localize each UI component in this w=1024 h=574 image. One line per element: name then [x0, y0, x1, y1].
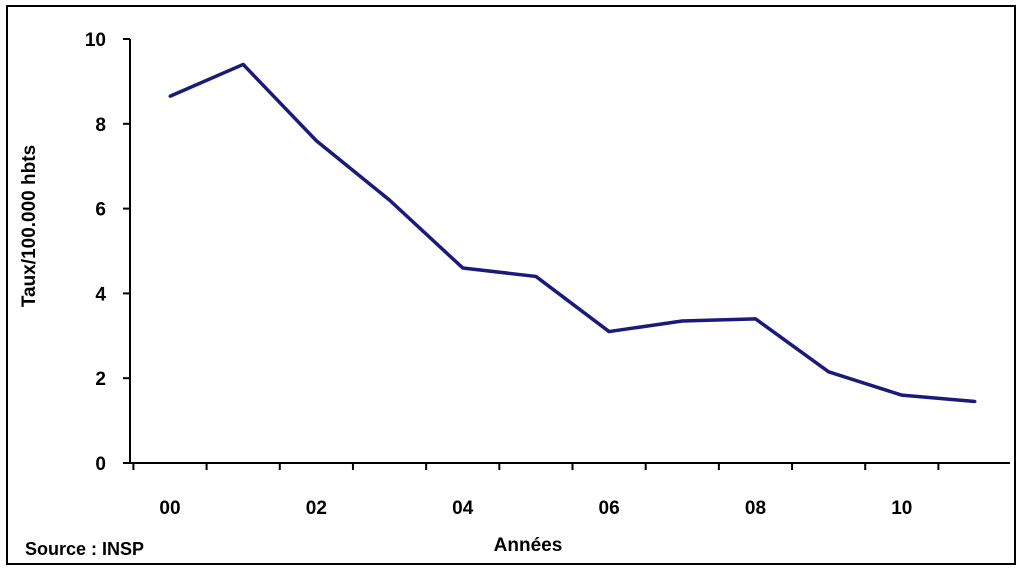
data-point [680, 319, 684, 323]
x-tick-label: 04 [452, 498, 474, 519]
y-tick-label: 2 [95, 369, 106, 390]
data-point [753, 317, 757, 321]
data-point [900, 393, 904, 397]
y-tick-label: 10 [85, 30, 106, 51]
data-point [973, 400, 977, 404]
data-point [168, 94, 172, 98]
data-point [534, 274, 538, 278]
y-tick-label: 4 [95, 284, 106, 305]
data-point [388, 198, 392, 202]
data-point [314, 139, 318, 143]
y-ticks: 0 2 4 6 8 10 [85, 30, 130, 475]
x-tick-label: 08 [745, 498, 766, 519]
y-axis-title: Taux/100.000 hbts [19, 145, 40, 307]
y-tick-label: 8 [95, 115, 106, 136]
data-point [241, 62, 245, 66]
x-tick-label: 02 [306, 498, 327, 519]
y-tick-label: 0 [95, 454, 106, 475]
source-label: Source : INSP [25, 539, 144, 559]
x-tick-label: 06 [599, 498, 620, 519]
data-point [827, 370, 831, 374]
x-axis-title: Années [494, 535, 563, 556]
x-ticks: 00 02 04 06 08 10 [132, 463, 940, 519]
x-tick-label: 10 [891, 498, 912, 519]
data-point [461, 266, 465, 270]
series-line [169, 62, 976, 404]
x-tick-label: 00 [159, 498, 180, 519]
data-point [607, 330, 611, 334]
y-tick-label: 6 [95, 200, 106, 221]
chart-frame [6, 5, 1016, 565]
data-points [168, 62, 977, 404]
